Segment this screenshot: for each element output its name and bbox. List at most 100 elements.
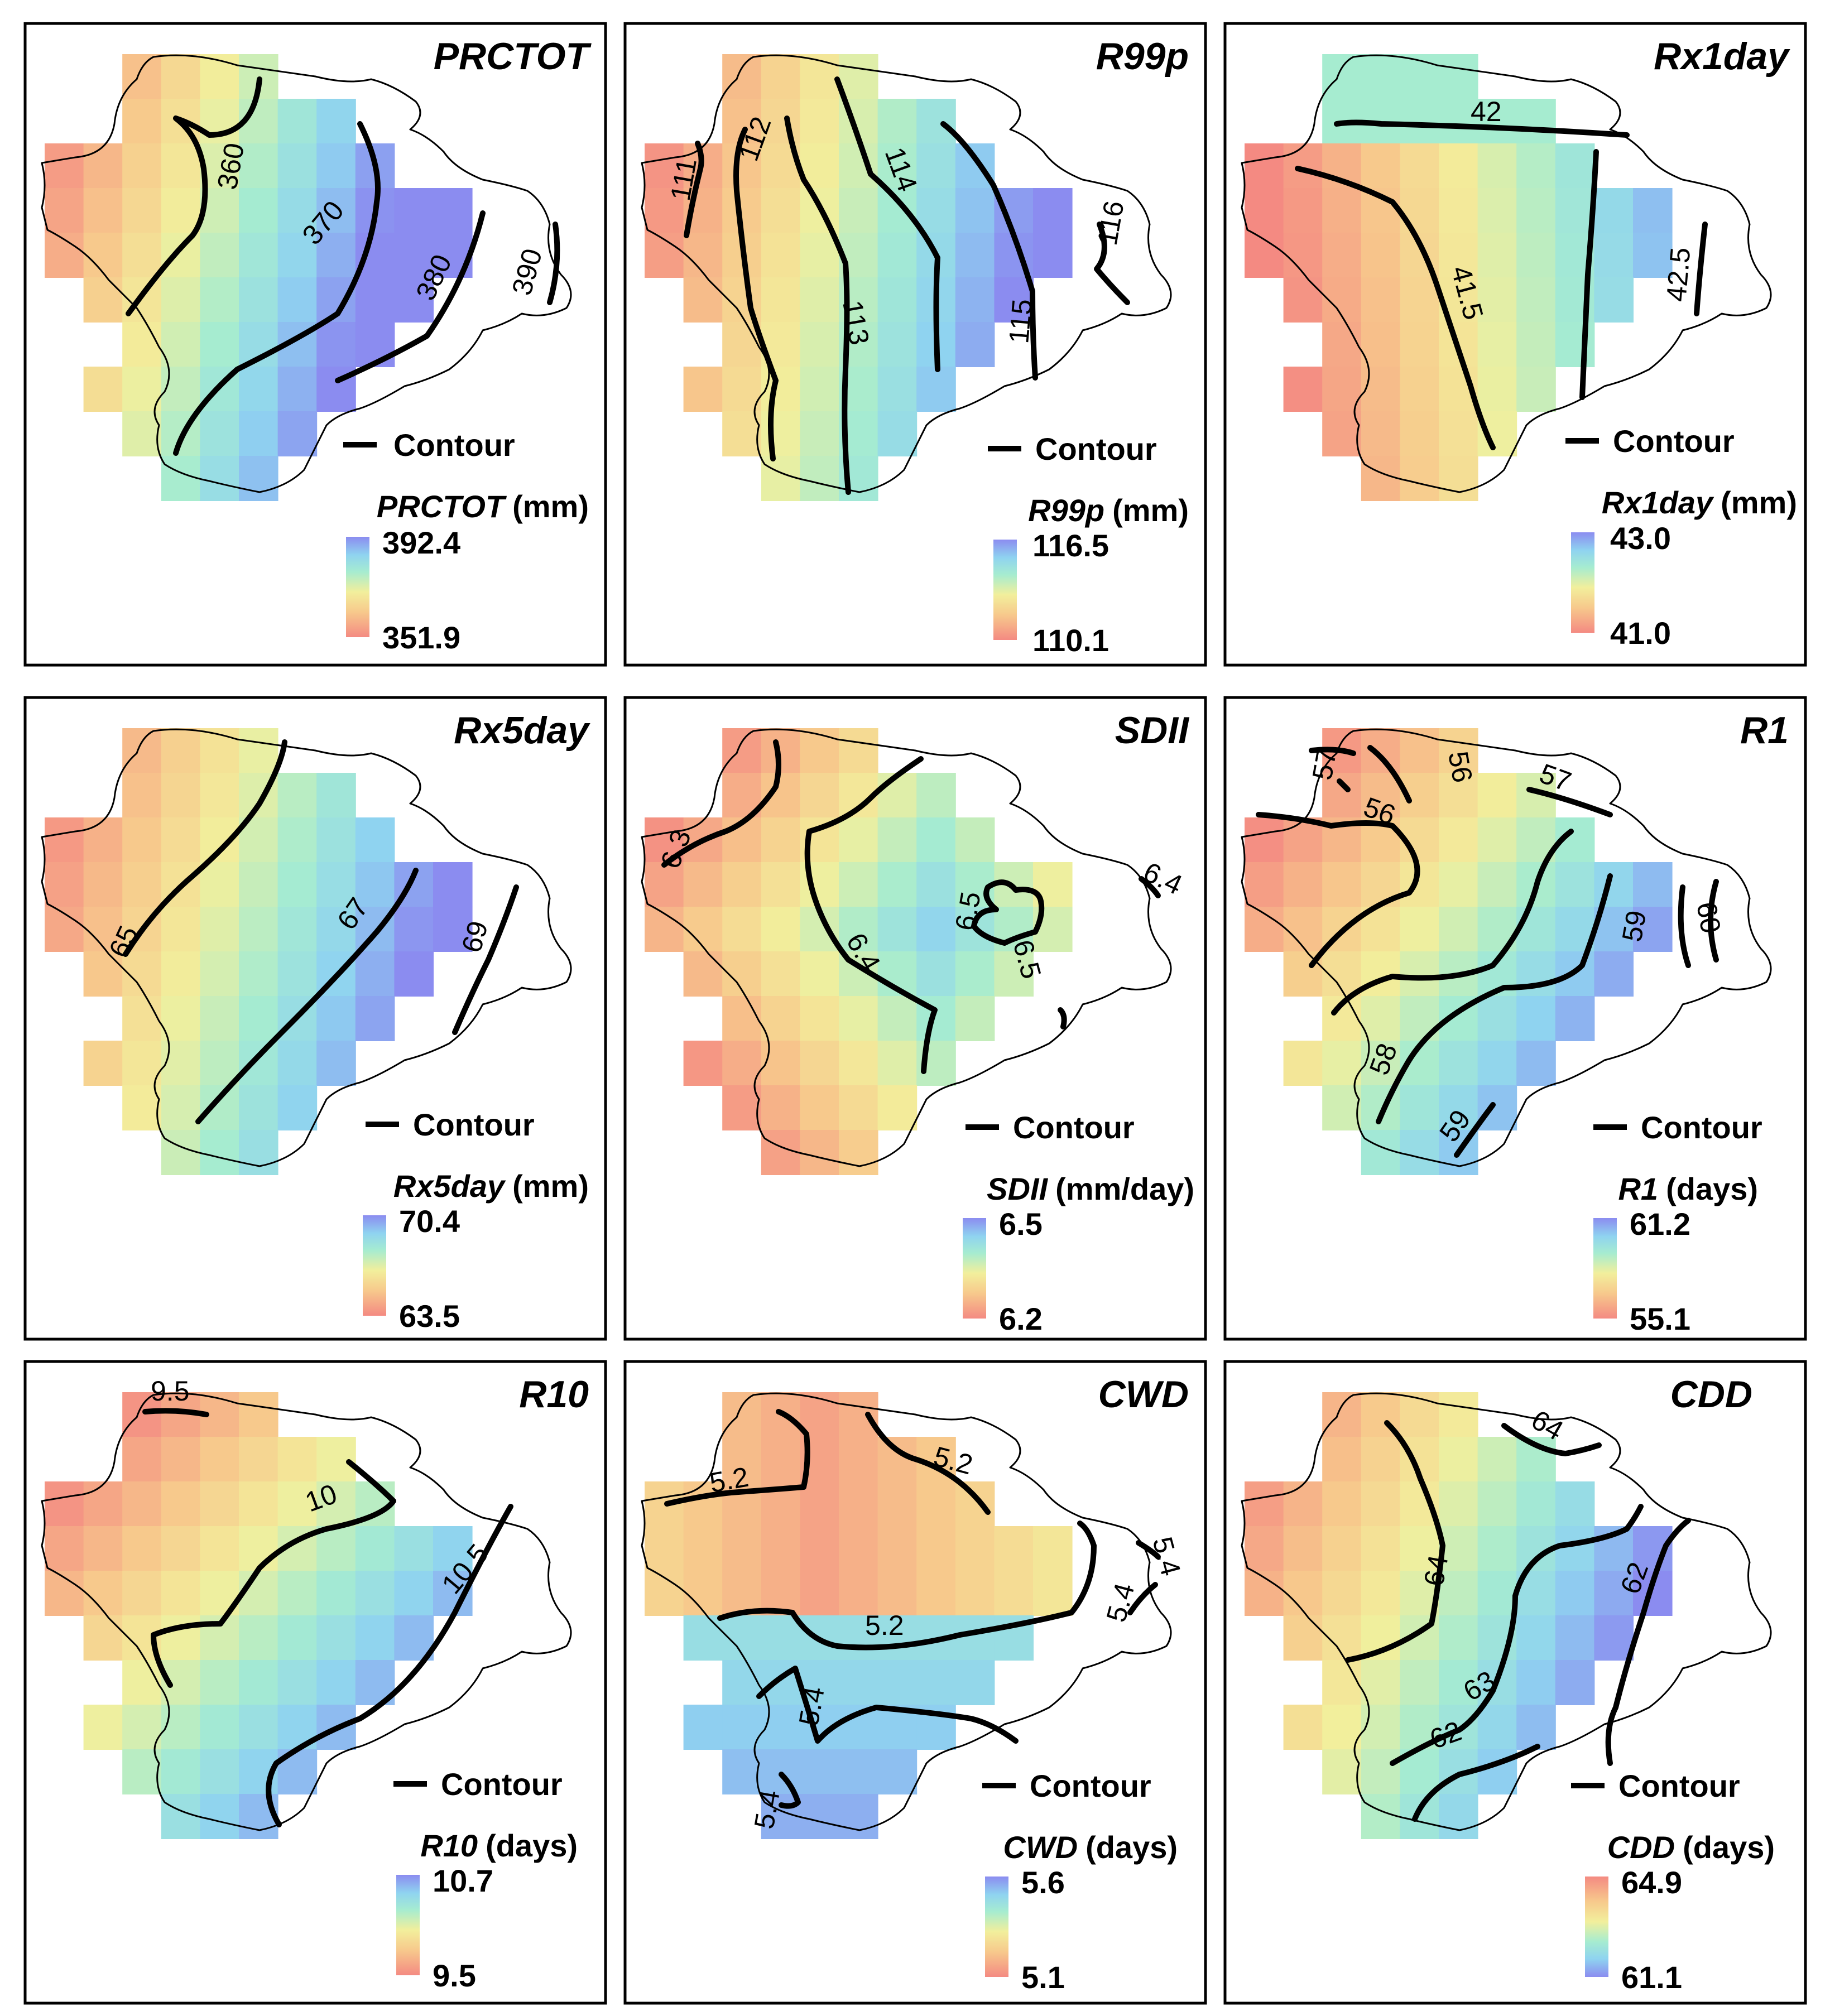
grid-cell [1516, 233, 1556, 278]
grid-cell [1555, 322, 1595, 367]
contour-line [123, 739, 287, 957]
grid-cell [1439, 1041, 1478, 1086]
grid-cell [916, 1571, 956, 1616]
grid-cell [161, 1749, 201, 1794]
grid-cell [1283, 1481, 1323, 1527]
colorbar-title: R1 (days) [1618, 1171, 1758, 1206]
contour-line [1694, 222, 1708, 316]
grid-cell [839, 1526, 878, 1571]
grid-cell [316, 862, 356, 907]
grid-cell [1477, 233, 1517, 278]
grid-cell [955, 1660, 995, 1705]
grid-cell [200, 1481, 239, 1527]
contour-label: 111 [665, 156, 703, 203]
contour-line [1376, 873, 1613, 1124]
grid-cell [45, 1481, 84, 1527]
grid-cell [394, 951, 434, 997]
grid-cell [1477, 996, 1517, 1041]
grid-cell [239, 728, 278, 773]
grid-cell [122, 99, 162, 144]
grid-cell [122, 1392, 162, 1437]
grid-cell [1245, 1526, 1284, 1571]
grid-cell [1516, 1705, 1556, 1750]
contour-line [151, 1459, 396, 1688]
contour-line [865, 1412, 991, 1515]
raster-grid [1245, 54, 1673, 501]
grid-cell [877, 996, 918, 1041]
contour-line [1678, 879, 1719, 968]
grid-cell [916, 907, 956, 952]
grid-cell [1439, 1615, 1478, 1661]
grid-cell [200, 996, 239, 1041]
grid-cell [1283, 233, 1323, 278]
grid-cell [45, 143, 84, 189]
grid-cell [683, 862, 723, 907]
grid-cell [645, 1526, 684, 1571]
grid-cell [839, 728, 878, 773]
grid-cell [1361, 773, 1401, 818]
grid-cell [200, 728, 239, 773]
unit: (mm) [512, 1168, 589, 1204]
grid-cell [1439, 233, 1478, 278]
grid-cell [683, 951, 723, 997]
grid-cell [161, 367, 201, 412]
grid-cell [1594, 233, 1634, 278]
grid-cell [316, 1481, 356, 1527]
grid-cell [1400, 1660, 1439, 1705]
contour-line [717, 1521, 1097, 1651]
grid-cell [1516, 99, 1556, 144]
contour-legend-label: Contour [393, 427, 515, 463]
grid-cell [239, 996, 278, 1041]
colorbar-max: 10.7 [433, 1863, 493, 1898]
colorbar-max: 116.5 [1032, 528, 1109, 563]
contour-label: 115 [1003, 298, 1038, 345]
grid-cell [433, 907, 473, 952]
grid-cell [1283, 1526, 1323, 1571]
grid-cell [200, 277, 239, 323]
panel-prctot: 360 370 380 390 PRCTOT Contour PRCTOT (mm… [23, 22, 607, 667]
contour-label: 5.4 [748, 1788, 786, 1831]
grid-cell [161, 907, 201, 952]
grid-cell [316, 1526, 356, 1571]
grid-cell [916, 1526, 956, 1571]
grid-cell [1361, 456, 1401, 501]
contour-line [1579, 149, 1599, 400]
grid-cell [839, 1794, 878, 1839]
grid-cell [122, 233, 162, 278]
grid-cell [683, 1041, 723, 1086]
grid-cell [355, 996, 395, 1041]
index-name: R1 [1618, 1171, 1658, 1206]
grid-cell [1633, 188, 1673, 233]
grid-cell [1033, 188, 1073, 233]
contour-legend-label: Contour [441, 1767, 563, 1802]
index-name: R10 [420, 1828, 478, 1863]
grid-cell [1361, 1526, 1401, 1571]
contour-line [126, 76, 262, 316]
grid-cell [239, 411, 278, 456]
colorbar [985, 1877, 1008, 1977]
grid-cell [839, 1085, 878, 1130]
panel-title: CWD [1098, 1373, 1189, 1416]
grid-cell [1555, 1526, 1595, 1571]
contour-label: 59 [1616, 908, 1653, 944]
grid-cell [761, 1615, 801, 1661]
grid-cell [683, 277, 723, 323]
grid-cell [761, 411, 801, 456]
grid-cell [1361, 996, 1401, 1041]
grid-cell [83, 1571, 123, 1616]
grid-cell [1400, 99, 1439, 144]
grid-cell [800, 367, 839, 412]
panel-title: R10 [519, 1373, 589, 1416]
grid-cell [1477, 1437, 1517, 1482]
grid-cell [316, 773, 356, 818]
grid-cell [161, 1615, 201, 1661]
contour-label: 42.5 [1660, 246, 1696, 303]
contour-label: 113 [837, 298, 875, 347]
grid-cell [122, 1571, 162, 1616]
grid-cell [722, 54, 762, 99]
grid-cell [761, 54, 801, 99]
index-name: Rx1day [1602, 485, 1714, 520]
grid-cell [761, 188, 801, 233]
grid-cell [83, 277, 123, 323]
